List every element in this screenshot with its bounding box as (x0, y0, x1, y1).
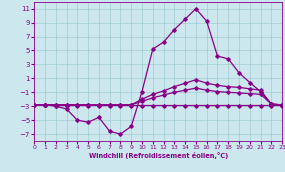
X-axis label: Windchill (Refroidissement éolien,°C): Windchill (Refroidissement éolien,°C) (89, 152, 228, 159)
